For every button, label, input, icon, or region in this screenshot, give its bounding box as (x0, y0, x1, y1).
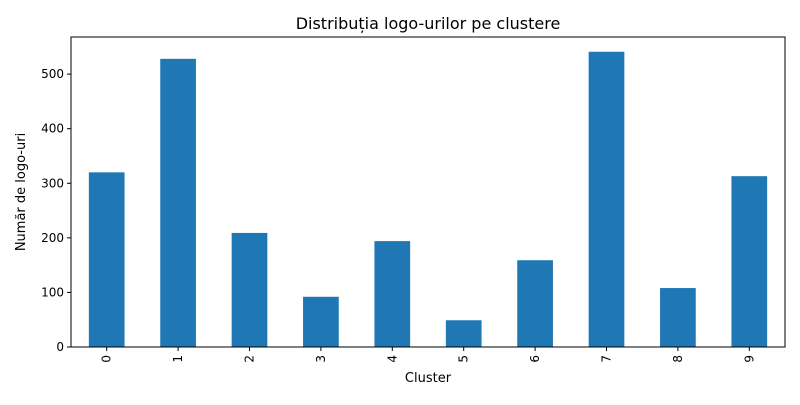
x-tick-label: 0 (100, 355, 114, 363)
y-tick-label: 500 (41, 67, 64, 81)
y-tick-label: 200 (41, 231, 64, 245)
y-axis-ticks: 0 100 200 300 400 500 (41, 67, 71, 354)
x-tick-label: 9 (742, 355, 756, 363)
y-tick-label: 0 (56, 340, 64, 354)
x-axis-label: Cluster (405, 371, 452, 386)
x-axis-ticks: 0 1 2 3 4 5 6 7 8 9 (100, 347, 756, 363)
bar-cluster-2 (231, 232, 268, 347)
bar-cluster-3 (303, 296, 339, 347)
x-tick-label: 3 (314, 355, 328, 363)
x-tick-label: 6 (528, 355, 542, 363)
bar-cluster-5 (445, 320, 482, 347)
y-axis-label: Număr de logo-uri (14, 133, 29, 251)
bar-cluster-9 (731, 176, 768, 347)
plot-frame (70, 36, 786, 348)
bar-cluster-6 (517, 260, 553, 347)
x-tick-label: 1 (171, 355, 185, 363)
y-tick-label: 400 (41, 122, 64, 136)
bar-cluster-4 (374, 241, 411, 347)
bars-group (88, 51, 768, 348)
bar-cluster-0 (88, 172, 125, 347)
x-tick-label: 7 (600, 355, 614, 363)
bar-cluster-8 (660, 288, 696, 347)
x-tick-label: 8 (671, 355, 685, 363)
y-tick-label: 300 (41, 176, 64, 190)
x-tick-label: 2 (243, 355, 257, 363)
bar-cluster-7 (588, 51, 625, 348)
x-tick-label: 4 (385, 355, 399, 363)
y-tick-label: 100 (41, 285, 64, 299)
bar-cluster-1 (160, 58, 196, 347)
x-tick-label: 5 (457, 355, 471, 363)
chart-title: Distribuția logo-urilor pe clustere (296, 14, 561, 33)
